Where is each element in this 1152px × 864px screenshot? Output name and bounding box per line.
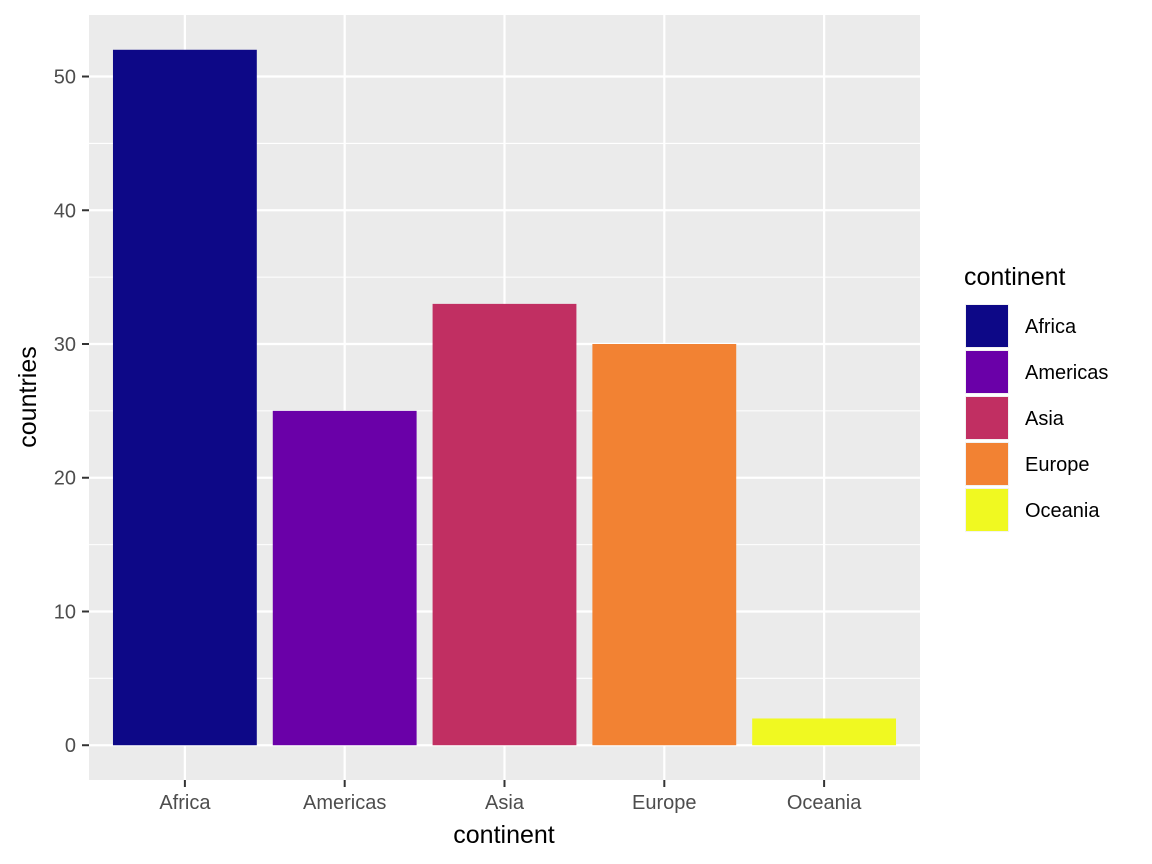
x-axis-title: continent <box>453 821 555 849</box>
x-tick-label: Oceania <box>787 792 862 814</box>
y-axis: 0 10 20 30 40 50 <box>54 67 89 757</box>
bars <box>112 49 897 746</box>
legend-label: Asia <box>1025 408 1065 430</box>
x-axis: Africa Americas Asia Europe Oceania <box>159 780 862 814</box>
legend-swatch-europe <box>966 443 1008 485</box>
legend-label: Oceania <box>1025 500 1100 522</box>
legend: continent Africa Americas Asia Europe Oceani… <box>964 263 1108 532</box>
bar-africa <box>112 49 257 746</box>
y-axis-title: countries <box>14 346 42 447</box>
legend-title: continent <box>964 263 1066 291</box>
legend-swatch-americas <box>966 351 1008 393</box>
y-tick-label: 50 <box>54 67 76 89</box>
y-tick-label: 10 <box>54 601 76 623</box>
y-tick-label: 30 <box>54 334 76 356</box>
legend-label: Americas <box>1025 362 1108 384</box>
y-tick-label: 0 <box>65 735 76 757</box>
x-tick-label: Europe <box>632 792 697 814</box>
bar-europe <box>592 344 737 746</box>
bar-oceania <box>752 718 897 746</box>
legend-swatch-oceania <box>966 489 1008 531</box>
x-tick-label: Africa <box>159 792 211 814</box>
legend-label: Europe <box>1025 454 1090 476</box>
bar-asia <box>432 303 577 746</box>
legend-label: Africa <box>1025 316 1077 338</box>
bar-americas <box>272 410 417 746</box>
x-tick-label: Asia <box>485 792 525 814</box>
legend-swatch-asia <box>966 397 1008 439</box>
x-tick-label: Americas <box>303 792 386 814</box>
legend-swatch-africa <box>966 305 1008 347</box>
y-tick-label: 40 <box>54 200 76 222</box>
y-tick-label: 20 <box>54 468 76 490</box>
